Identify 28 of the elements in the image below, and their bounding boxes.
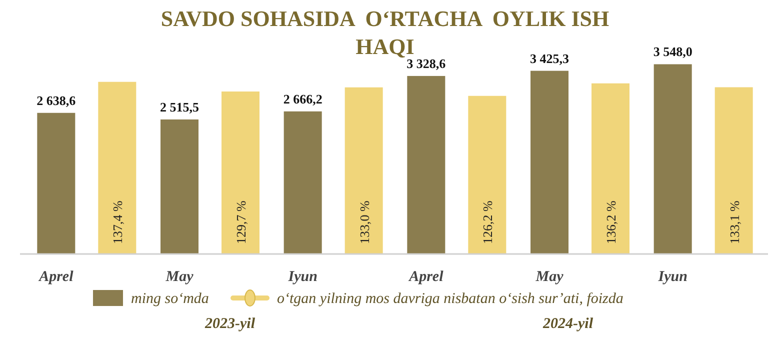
legend-label: o‘tgan yilning mos davriga nisbatan o‘sish sur’ati, foizda: [277, 291, 624, 307]
data-label: 136,2 %: [604, 200, 618, 244]
data-label: 3 425,3: [530, 50, 570, 66]
bar: [284, 111, 322, 254]
data-label: 2 515,5: [160, 99, 200, 114]
text: 2023-yil: [204, 316, 256, 332]
data-label: 2 638,6: [36, 92, 76, 108]
x-tick-label: May: [534, 269, 564, 285]
x-tick-label: Aprel: [408, 269, 444, 285]
x-tick-label: Iyun: [657, 269, 688, 285]
data-label: 2 666,2: [283, 91, 322, 106]
bar: [654, 64, 692, 254]
bar: [407, 76, 446, 254]
data-label: 3 548,0: [653, 44, 692, 60]
x-tick-label: Aprel: [38, 269, 74, 285]
x-tick-label: May: [164, 269, 194, 285]
data-label: 126,2 %: [480, 200, 496, 244]
legend-label: ming so‘mda: [131, 291, 209, 307]
bar: [160, 119, 198, 254]
data-label: 133,0 %: [356, 200, 372, 244]
x-tick-label: Iyun: [287, 269, 318, 285]
data-label: 3 328,6: [406, 56, 446, 71]
bar: [530, 70, 568, 254]
bar: [37, 112, 76, 254]
data-label: 129,7 %: [234, 200, 248, 244]
data-label: 133,1 %: [726, 200, 742, 244]
data-label: 137,4 %: [110, 200, 126, 244]
text: 2024-yil: [542, 316, 594, 332]
